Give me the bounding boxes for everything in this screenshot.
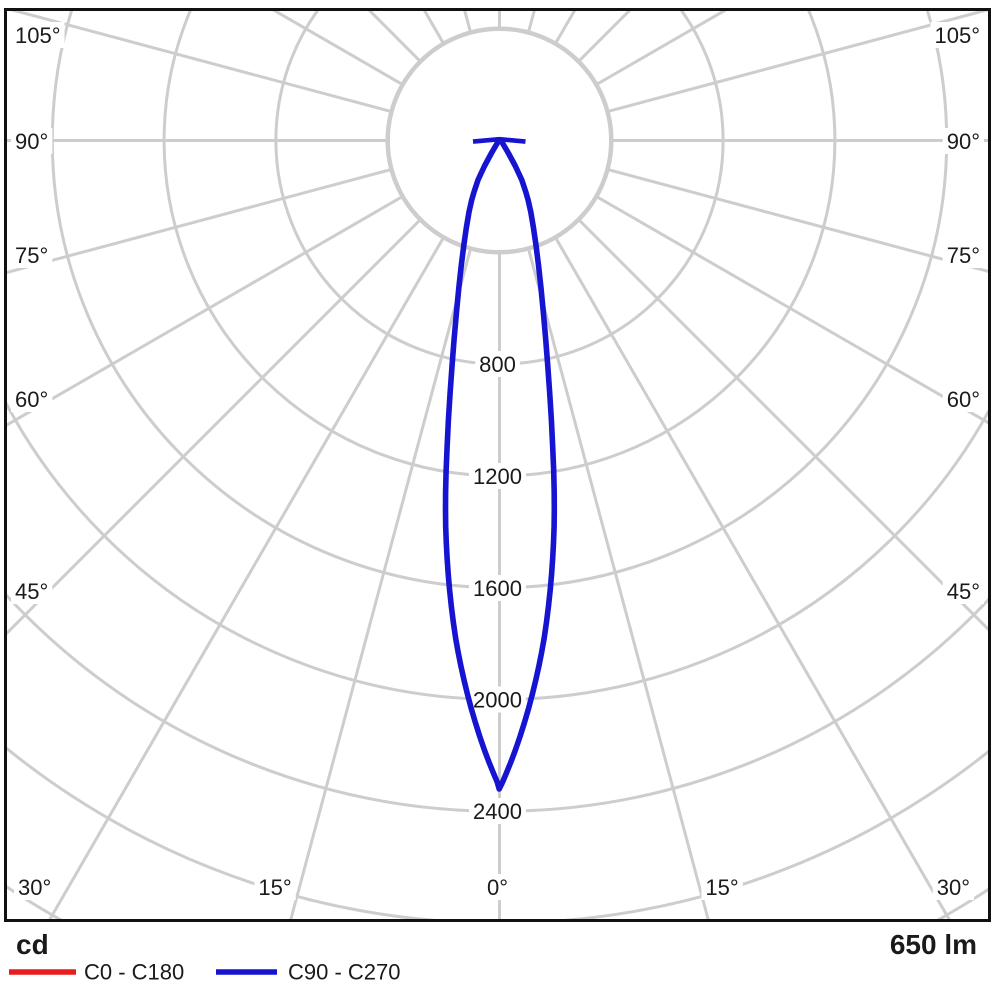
svg-text:75°: 75° — [15, 243, 48, 268]
svg-text:1600: 1600 — [473, 576, 522, 601]
svg-text:cd: cd — [16, 929, 49, 960]
svg-text:30°: 30° — [937, 875, 970, 900]
svg-text:45°: 45° — [15, 579, 48, 604]
svg-text:105°: 105° — [15, 23, 61, 48]
svg-text:60°: 60° — [947, 387, 980, 412]
svg-text:45°: 45° — [947, 579, 980, 604]
svg-text:105°: 105° — [934, 23, 980, 48]
svg-text:2000: 2000 — [473, 687, 522, 712]
svg-text:2400: 2400 — [473, 799, 522, 824]
svg-text:1200: 1200 — [473, 464, 522, 489]
svg-text:650 lm: 650 lm — [890, 929, 977, 960]
svg-text:C0 - C180: C0 - C180 — [84, 960, 184, 985]
svg-text:800: 800 — [479, 352, 516, 377]
svg-text:60°: 60° — [15, 387, 48, 412]
svg-text:15°: 15° — [705, 875, 738, 900]
svg-text:C90 - C270: C90 - C270 — [288, 960, 401, 985]
svg-text:90°: 90° — [947, 129, 980, 154]
svg-text:15°: 15° — [258, 875, 291, 900]
svg-text:30°: 30° — [18, 875, 51, 900]
svg-text:75°: 75° — [947, 243, 980, 268]
svg-text:0°: 0° — [487, 875, 508, 900]
svg-text:90°: 90° — [15, 129, 48, 154]
